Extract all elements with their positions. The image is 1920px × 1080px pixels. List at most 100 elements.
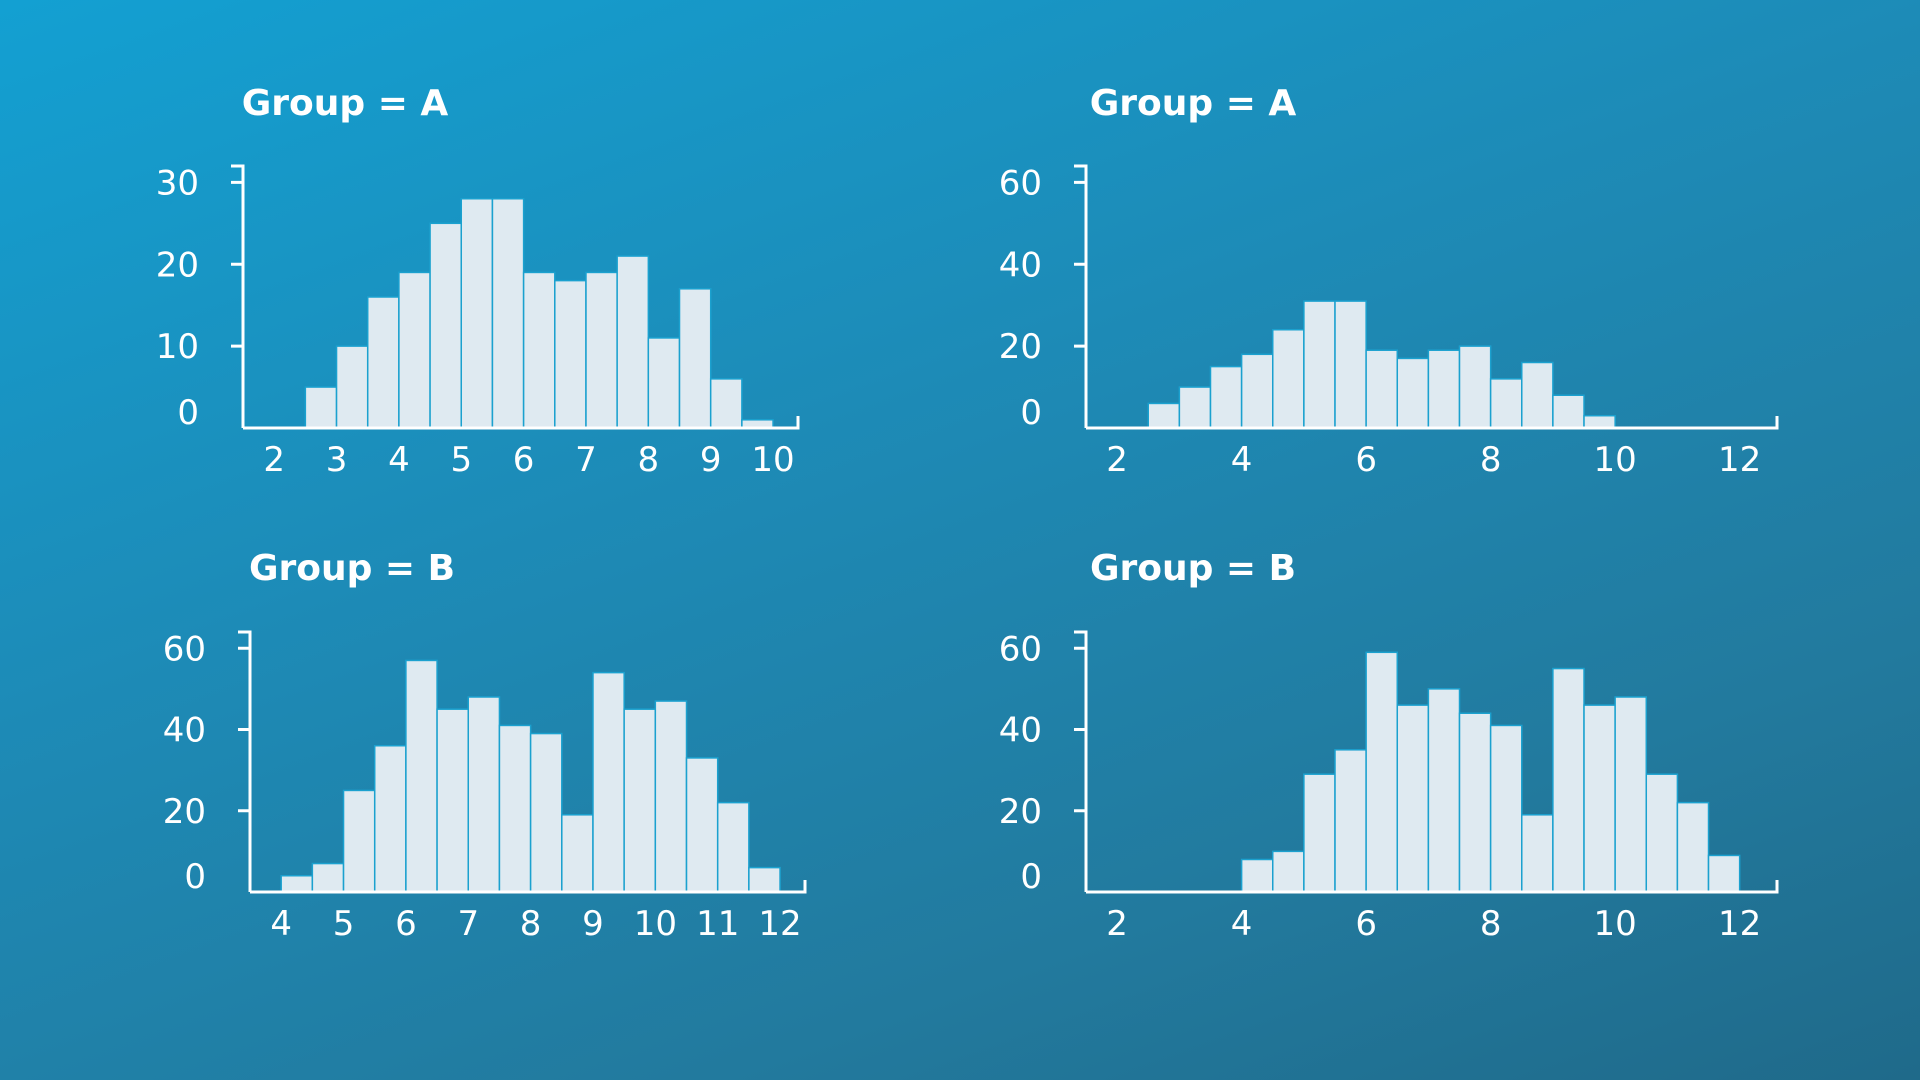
y-axis-line bbox=[238, 630, 252, 892]
histogram-bar bbox=[1427, 349, 1461, 429]
x-tick-label: 8 bbox=[1480, 440, 1502, 480]
histogram-bar bbox=[1583, 704, 1616, 893]
y-tick-label: 40 bbox=[163, 711, 206, 751]
y-axis-line bbox=[231, 164, 245, 428]
x-axis-line bbox=[1086, 416, 1779, 430]
y-tick-label: 20 bbox=[156, 245, 199, 285]
histogram-bar bbox=[1521, 814, 1554, 893]
histogram-bar bbox=[1178, 386, 1212, 429]
histogram-bar bbox=[623, 708, 657, 893]
x-tick-label: 2 bbox=[1106, 440, 1128, 480]
histogram-panel-top-left: Group = A 0 10 20 30 2 3 4 5 6 7 8 9 10 bbox=[0, 0, 960, 540]
histogram-bar bbox=[405, 659, 438, 893]
y-tick-label: 0 bbox=[1020, 857, 1042, 897]
x-tick-label: 10 bbox=[634, 904, 677, 944]
x-tick-label: 8 bbox=[1480, 904, 1502, 944]
histogram-bar bbox=[1458, 345, 1492, 429]
x-tick-label: 11 bbox=[696, 904, 739, 944]
histogram-panel-bottom-left: Group = B 0 20 40 60 4 5 6 7 8 9 10 11 12 bbox=[0, 540, 960, 1080]
y-tick-label: 0 bbox=[184, 857, 206, 897]
histogram-bar bbox=[1240, 858, 1274, 893]
x-tick-label: 8 bbox=[520, 904, 542, 944]
x-tick-label: 5 bbox=[450, 440, 472, 480]
x-axis-line bbox=[243, 416, 800, 430]
y-tick-label: 40 bbox=[999, 245, 1042, 285]
histogram-bar bbox=[685, 757, 719, 893]
histogram-bar bbox=[335, 345, 369, 429]
histogram-bar bbox=[585, 271, 618, 429]
y-tick-label: 20 bbox=[999, 792, 1042, 832]
panel-title: Group = A bbox=[241, 83, 449, 124]
histogram-bar bbox=[304, 386, 338, 429]
histogram-bar bbox=[366, 296, 400, 429]
x-tick-label: 10 bbox=[1594, 440, 1637, 480]
x-tick-label: 2 bbox=[1106, 904, 1128, 944]
histogram-bar bbox=[1583, 414, 1616, 429]
histogram-bar bbox=[1240, 353, 1274, 429]
y-tick-label: 0 bbox=[177, 393, 199, 433]
histogram-bar bbox=[1334, 749, 1367, 893]
histogram-bar bbox=[1458, 712, 1492, 893]
histogram-bar bbox=[1303, 773, 1336, 893]
x-tick-label: 4 bbox=[1231, 904, 1253, 944]
x-tick-label: 6 bbox=[395, 904, 417, 944]
histogram-bar bbox=[467, 696, 501, 893]
histogram-bar bbox=[280, 875, 314, 893]
panel-title: Group = B bbox=[1089, 548, 1297, 589]
histogram-bar bbox=[1396, 704, 1430, 893]
x-axis-line bbox=[1086, 880, 1779, 894]
histogram-bar bbox=[1209, 365, 1243, 429]
x-tick-label: 6 bbox=[513, 440, 535, 480]
x-tick-label: 3 bbox=[326, 440, 348, 480]
histogram-bar bbox=[1272, 329, 1305, 429]
histogram-bar bbox=[1303, 300, 1336, 429]
x-tick-label: 2 bbox=[263, 440, 285, 480]
histogram-bar bbox=[398, 271, 431, 429]
histogram-bar bbox=[373, 745, 407, 893]
x-axis-line bbox=[250, 880, 807, 894]
histogram-bar bbox=[1707, 854, 1741, 893]
y-axis-line bbox=[1074, 630, 1088, 892]
histogram-bar bbox=[436, 708, 470, 893]
histogram-panel-top-right: Group = A 0 20 40 60 2 4 6 8 10 12 bbox=[960, 0, 1920, 540]
histogram-bar bbox=[678, 288, 712, 429]
x-tick-label: 4 bbox=[1231, 440, 1253, 480]
histogram-plot: 0 10 20 30 2 3 4 5 6 7 8 9 10 bbox=[156, 163, 800, 480]
x-tick-label: 7 bbox=[457, 904, 479, 944]
histogram-bar bbox=[748, 866, 781, 893]
histogram-bar bbox=[1365, 651, 1399, 893]
panel-title: Group = B bbox=[248, 548, 456, 589]
histogram-bar bbox=[311, 862, 345, 893]
histogram-bar bbox=[647, 337, 681, 429]
y-tick-label: 60 bbox=[999, 163, 1042, 203]
histogram-bar bbox=[1334, 300, 1367, 429]
x-tick-label: 9 bbox=[700, 440, 722, 480]
histogram-bar bbox=[429, 222, 463, 429]
histogram-bar bbox=[1521, 361, 1554, 429]
histogram-bar bbox=[1147, 402, 1181, 429]
x-tick-label: 4 bbox=[270, 904, 292, 944]
y-tick-label: 40 bbox=[999, 711, 1042, 751]
histogram-bar bbox=[1365, 349, 1399, 429]
histogram-bar bbox=[1645, 773, 1679, 893]
histogram-bar bbox=[1552, 667, 1585, 893]
x-tick-label: 12 bbox=[758, 904, 801, 944]
histogram-bar bbox=[592, 671, 625, 893]
histogram-bar bbox=[716, 801, 750, 893]
histogram-plot: 0 20 40 60 2 4 6 8 10 12 bbox=[999, 629, 1779, 944]
x-tick-label: 9 bbox=[582, 904, 604, 944]
x-tick-label: 4 bbox=[388, 440, 410, 480]
histogram-bar bbox=[522, 271, 556, 429]
histogram-bar bbox=[654, 700, 688, 893]
x-tick-label: 8 bbox=[638, 440, 660, 480]
y-tick-label: 30 bbox=[156, 163, 199, 203]
y-tick-label: 20 bbox=[163, 792, 206, 832]
histogram-plot: 0 20 40 60 2 4 6 8 10 12 bbox=[999, 163, 1779, 480]
x-tick-label: 7 bbox=[575, 440, 597, 480]
y-tick-label: 60 bbox=[999, 629, 1042, 669]
panel-title: Group = A bbox=[1089, 83, 1297, 124]
y-tick-label: 0 bbox=[1020, 393, 1042, 433]
histogram-bar bbox=[1489, 724, 1523, 893]
histogram-bar bbox=[554, 279, 587, 429]
x-tick-label: 6 bbox=[1355, 440, 1377, 480]
